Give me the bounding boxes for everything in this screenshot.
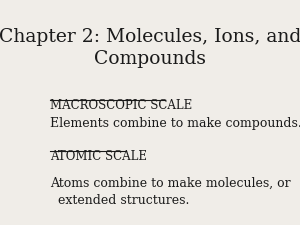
Text: Atoms combine to make molecules, or
  extended structures.: Atoms combine to make molecules, or exte… [50,177,290,207]
Text: ATOMIC SCALE: ATOMIC SCALE [50,150,147,163]
Text: MACROSCOPIC SCALE: MACROSCOPIC SCALE [50,99,192,112]
Text: Elements combine to make compounds.: Elements combine to make compounds. [50,117,300,130]
Text: Chapter 2: Molecules, Ions, and
Compounds: Chapter 2: Molecules, Ions, and Compound… [0,28,300,68]
